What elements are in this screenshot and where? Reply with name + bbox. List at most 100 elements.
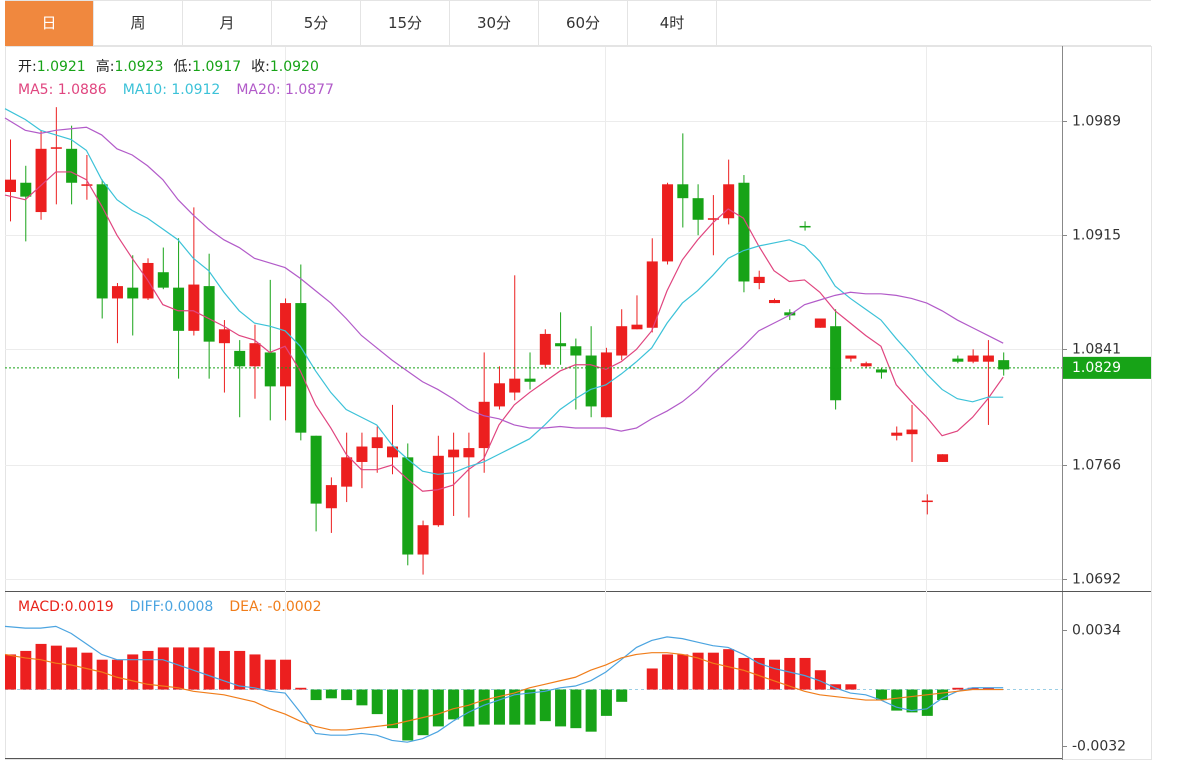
macd-bar [111,659,123,690]
candle-body [631,324,643,330]
macd-bar [982,687,994,690]
period-tab[interactable]: 日 [5,1,94,46]
candle-body [814,318,826,328]
y-tick-label: 1.0766 [1072,458,1121,474]
candle-body [35,148,47,213]
macd-bar [478,689,490,725]
macd-bar [769,659,780,690]
candle-body [387,446,398,458]
info-label: 开: [18,59,37,75]
candle-body [203,286,215,342]
candle-body [341,457,353,487]
macd-bar [387,689,398,729]
candle-body [5,179,16,193]
macd-bar [830,684,842,690]
macd-bar [845,684,857,690]
macd-bar [921,689,933,716]
period-tab[interactable]: 4时 [628,1,717,46]
candle-body [845,355,857,359]
macd-bar [600,689,612,716]
candle-body [784,312,796,316]
macd-bar [646,668,658,690]
macd-bar [891,689,903,711]
info-label: 收: [251,59,270,75]
legend-entry: MA5: 1.0886 [18,82,107,98]
macd-bar [310,689,322,701]
info-value: 1.0917 [192,59,241,75]
macd-bar [5,654,16,690]
candle-body [860,363,872,367]
macd-bar [555,689,567,727]
legend-entry: DIFF:0.0008 [130,599,214,615]
candle-body [555,343,567,347]
ma-line [4,108,1004,475]
candle-body [371,437,383,449]
candle-body [234,350,246,367]
candle-body [738,182,750,282]
period-tab[interactable]: 周 [94,1,183,46]
macd-bar [432,689,444,727]
legend-entry: DEA: -0.0002 [229,599,321,615]
candle-body [432,455,444,526]
macd-bar [66,647,78,690]
macd-bar [967,687,979,690]
period-tab[interactable]: 30分 [450,1,539,46]
period-tab[interactable]: 15分 [361,1,450,46]
candle-body [509,378,521,393]
candle-body [448,449,460,458]
y-tick-label: -0.0032 [1072,739,1126,755]
macd-bar [295,687,307,690]
y-tick-label: 1.0841 [1072,342,1121,358]
macd-bar [753,657,765,690]
ma-line [4,117,1004,432]
info-value: 1.0923 [114,59,163,75]
macd-bar [463,689,475,727]
info-value: 1.0921 [37,59,86,75]
period-tab[interactable]: 5分 [272,1,361,46]
candle-body [524,378,536,382]
macd-bar [723,649,735,690]
macd-bar [937,689,949,701]
macd-line [4,652,1004,731]
legend-entry: MA10: 1.0912 [123,82,221,98]
macd-bar [952,687,964,690]
macd-bar [142,650,154,690]
macd-bar [677,654,689,690]
candle-body [188,284,200,331]
period-tab[interactable]: 月 [183,1,272,46]
macd-bar [784,657,796,690]
macd-bar [173,647,185,690]
candle-body [662,184,674,262]
macd-bar [570,689,582,729]
macd-bar [203,647,215,690]
candle-body [891,432,903,436]
candle-body [799,225,811,228]
candle-body [249,343,261,367]
period-tab[interactable]: 60分 [539,1,628,46]
macd-bar [585,689,597,732]
macd-bar [906,689,918,713]
candle-body [463,448,475,458]
macd-bar [249,654,261,690]
macd-bar [280,659,292,690]
macd-bar [738,657,750,690]
ma-line [4,171,1004,492]
macd-bar [325,689,337,699]
candle-body [952,358,964,362]
candle-body [478,401,490,449]
macd-bar [814,670,826,690]
candle-body [417,525,429,555]
macd-bar [341,689,353,701]
info-label: 低: [173,59,192,75]
macd-line [4,625,1004,743]
candle-body [127,287,139,299]
macd-bar [707,652,719,690]
candle-body [982,355,994,362]
macd-bar [96,659,108,690]
macd-bar [356,689,368,706]
candle-body [310,435,322,504]
macd-bar [402,689,414,741]
frame [5,46,1152,760]
macd-bar [662,654,674,690]
candle-body [280,303,292,387]
